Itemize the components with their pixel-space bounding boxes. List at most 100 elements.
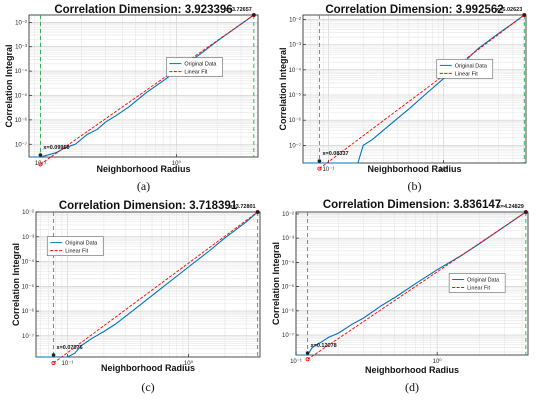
axes-box [35, 211, 261, 358]
datatip-marker [317, 159, 322, 163]
x-tick-label: 10⁰ [184, 360, 194, 367]
y-tick-label: 10⁻⁷ [15, 141, 27, 148]
x-tick-label: 10⁻¹ [62, 361, 74, 367]
legend-label: Linear Fit [467, 285, 490, 291]
legend: Original Data Linear Fit [436, 59, 494, 79]
x-axis-label: Neighborhood Radius [97, 164, 191, 174]
y-axis-label: Correlation Integral [4, 44, 14, 127]
y-axis-label: Correlation Integral [278, 47, 288, 130]
y-tick-label: 10⁻² [282, 212, 294, 218]
chart-panel-4: Correlation Dimension: 3.836147 10⁻¹ 10⁰ 10… [271, 199, 529, 394]
datatip-marker [524, 210, 528, 214]
x-tick-label: 10⁰ [439, 166, 449, 173]
x-tick-label: 10⁰ [433, 358, 443, 365]
x-tick-label: 10⁰ [172, 160, 182, 167]
chart-panel-2: Correlation Dimension: 3.992562 10⁻¹ 10⁰ 10… [278, 4, 527, 193]
y-tick-label: 10⁻⁷ [289, 142, 301, 149]
grid [36, 211, 260, 357]
y-tick-label: 10⁻⁵ [289, 92, 302, 99]
series-line-original-data [36, 211, 258, 358]
datatip-label: x=4.24829 [498, 204, 524, 210]
y-tick-label: 10⁻³ [22, 235, 34, 241]
datatip-label: x=3.72657 [226, 7, 252, 13]
y-tick-label: 10⁻⁶ [289, 117, 302, 124]
y-tick-label: 10⁻⁷ [22, 333, 34, 340]
legend-label: Linear Fit [184, 70, 207, 76]
chart-title: Correlation Dimension: 3.992562 [325, 4, 503, 16]
panel-caption: (d) [405, 380, 419, 394]
panel-caption: (b) [408, 179, 422, 193]
x-axis-label: Neighborhood Radius [101, 363, 195, 373]
legend-label: Linear Fit [455, 71, 478, 77]
chart-title: Correlation Dimension: 3.836147 [323, 199, 501, 211]
grid [295, 212, 528, 355]
fit-endpoint-marker [305, 357, 310, 362]
series-line-original-data [303, 14, 525, 164]
datatip-label: x=3.72801 [229, 204, 255, 210]
x-tick-label: 10⁻¹ [290, 359, 302, 365]
y-tick-label: 10⁻⁶ [22, 308, 35, 315]
datatip-label: x=0.08337 [322, 151, 348, 157]
grid [29, 14, 259, 158]
datatip-label: x=0.09956 [43, 145, 69, 151]
series-line-linear-fit [319, 14, 525, 169]
y-tick-label: 10⁻⁴ [289, 67, 302, 74]
legend-label: Original Data [455, 63, 488, 69]
chart-title: Correlation Dimension: 3.923396 [54, 4, 232, 16]
y-tick-label: 10⁻⁵ [15, 92, 28, 99]
datatip-marker [252, 13, 256, 17]
fit-endpoint-marker [38, 162, 43, 167]
datatip-label: x=0.07676 [57, 345, 83, 351]
series-line-original-data [29, 14, 255, 158]
chart-title: Correlation Dimension: 3.718391 [59, 200, 238, 212]
y-tick-label: 10⁻⁴ [22, 259, 35, 266]
y-tick-label: 10⁻² [15, 20, 27, 26]
datatip-marker [51, 353, 56, 357]
datatip-label: x=5.02623 [496, 7, 522, 13]
axes-box [295, 211, 529, 356]
panel-caption: (c) [141, 380, 154, 394]
y-tick-label: 10⁻³ [289, 43, 301, 49]
y-tick-label: 10⁻⁷ [282, 332, 294, 339]
y-tick-label: 10⁻² [22, 210, 34, 216]
y-axis-label: Correlation Integral [271, 242, 281, 325]
datatip-marker [38, 153, 43, 157]
y-tick-label: 10⁻⁶ [282, 308, 295, 315]
chart-panel-3: Correlation Dimension: 3.718391 10⁻¹ 10⁰ 10… [11, 200, 261, 394]
legend: Original Data Linear Fit [46, 236, 104, 256]
series-line-original-data [296, 211, 527, 356]
series-line-linear-fit [53, 211, 258, 364]
legend: Original Data Linear Fit [448, 273, 506, 293]
y-tick-label: 10⁻⁴ [15, 68, 28, 75]
fit-endpoint-marker [51, 361, 56, 366]
datatip-label: x=0.12078 [311, 343, 337, 349]
axes-box [302, 14, 527, 164]
y-axis-label: Correlation Integral [11, 243, 21, 326]
plot-area [36, 212, 260, 357]
legend: Original Data Linear Fit [166, 57, 223, 77]
y-tick-label: 10⁻³ [282, 236, 294, 242]
series-line-linear-fit [307, 211, 527, 360]
plot-area [303, 15, 526, 163]
y-tick-label: 10⁻⁵ [282, 284, 295, 291]
axes-box [28, 14, 259, 158]
fit-endpoint-marker [317, 166, 322, 171]
series-line-linear-fit [40, 14, 255, 165]
y-tick-label: 10⁻⁵ [22, 283, 35, 290]
legend-label: Original Data [65, 241, 98, 247]
datatip-marker [255, 210, 260, 214]
legend-label: Original Data [467, 277, 500, 283]
x-axis-label: Neighborhood Radius [365, 365, 459, 375]
datatip-marker [305, 351, 310, 355]
y-tick-label: 10⁻² [289, 17, 301, 23]
x-tick-label: 10⁻¹ [323, 167, 335, 173]
datatip-marker [522, 13, 527, 17]
y-tick-label: 10⁻⁴ [282, 259, 295, 266]
y-tick-label: 10⁻³ [15, 45, 27, 51]
legend-label: Original Data [184, 62, 217, 68]
x-axis-label: Neighborhood Radius [368, 164, 462, 174]
panel-caption: (a) [137, 179, 150, 193]
y-tick-label: 10⁻⁶ [15, 117, 28, 124]
